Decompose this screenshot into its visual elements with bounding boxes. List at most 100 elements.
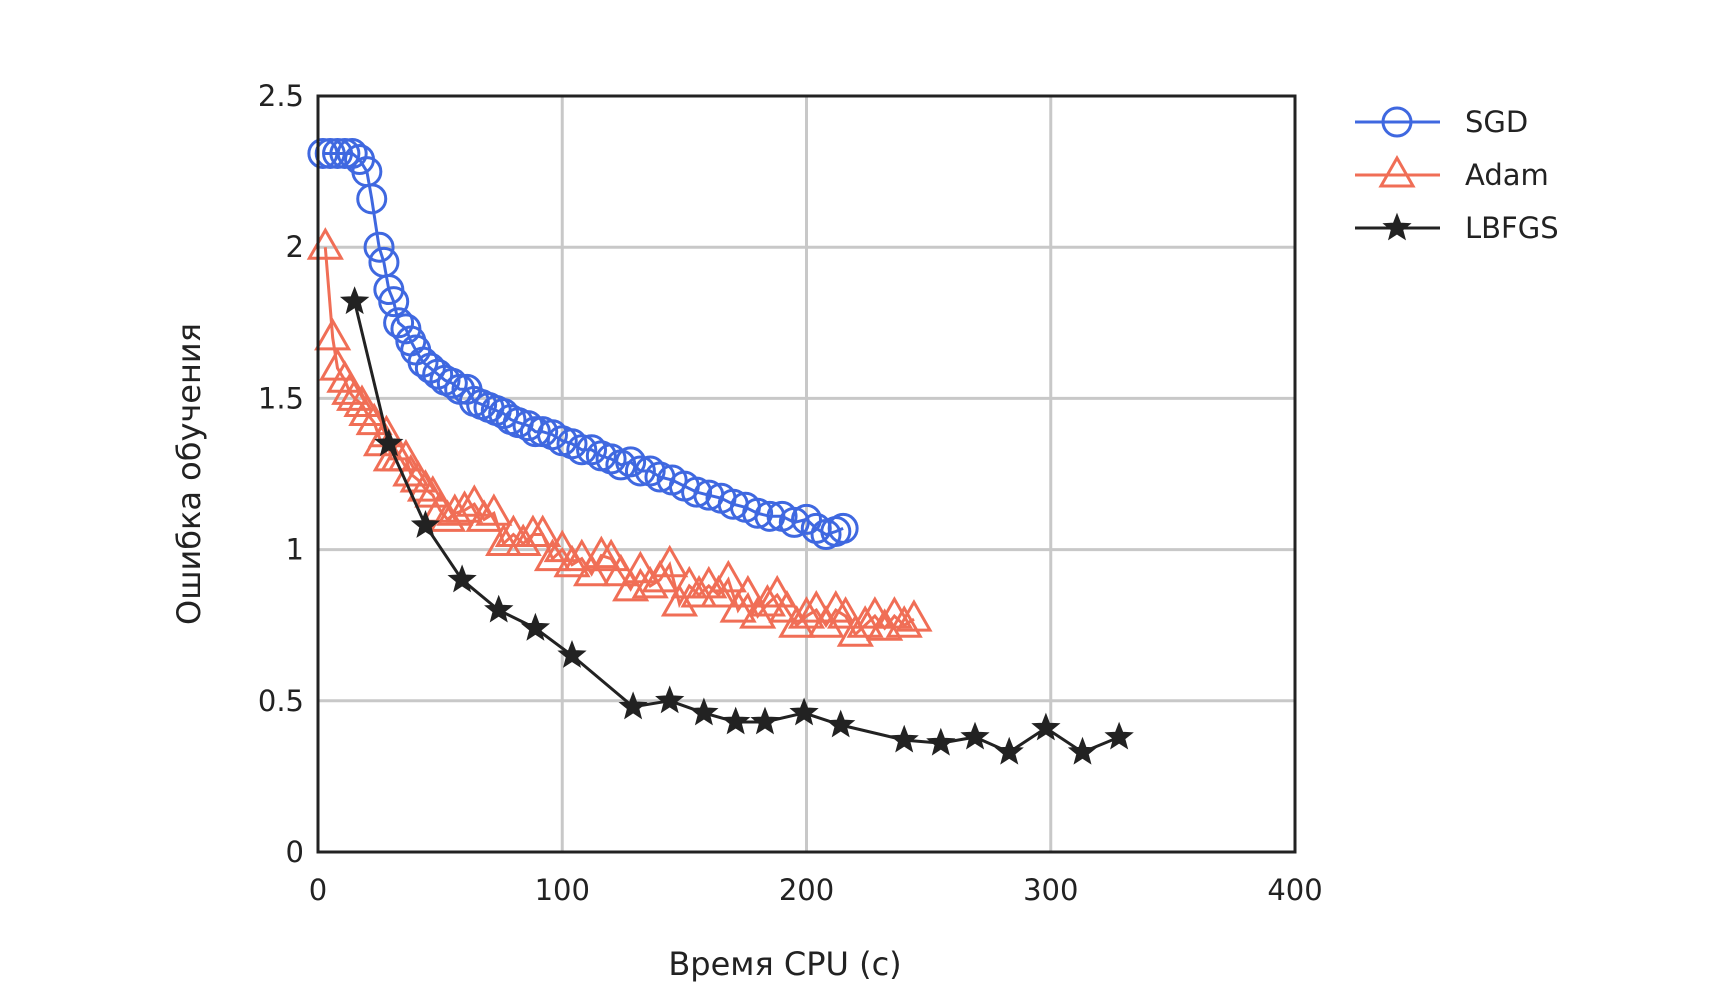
adam-data-point [787,596,826,629]
lbfgs-data-point [1031,712,1061,741]
sgd-data-point [778,506,810,538]
sgd-data-point [754,500,786,532]
legend-item-sgd: SGD [1355,105,1528,139]
adam-data-point [543,529,581,563]
y-tick-label: 1 [286,533,304,567]
adam-data-point [387,438,425,472]
legend-label-adam: Adam [1465,158,1549,192]
sgd-series [307,137,859,550]
adam-data-point [445,490,484,523]
lbfgs-data-point [339,286,370,315]
adam-data-point [563,538,601,572]
lbfgs-data-point [826,709,856,738]
adam-data-point [612,568,650,602]
adam-data-point [748,584,787,617]
legend-item-lbfgs: LBFGS [1355,211,1559,245]
grid [318,96,1295,852]
adam-data-point [885,605,923,638]
adam-data-point [680,574,718,608]
lbfgs-data-point [1067,736,1098,765]
adam-data-point [392,453,430,487]
adam-data-point [399,460,437,493]
adam-data-point [336,378,374,411]
adam-data-point [866,608,904,641]
adam-data-point [602,553,640,587]
legend-label-lbfgs: LBFGS [1465,211,1559,245]
sgd-data-point [436,367,468,399]
adam-data-point [1378,154,1416,188]
adam-data-point [465,499,503,532]
sgd-data-point [624,455,656,487]
adam-data-point [314,317,352,351]
sgd-data-point [1381,106,1413,138]
legend-item-adam: Adam [1355,154,1549,192]
x-tick-label: 400 [1267,873,1322,907]
x-tick-label: 200 [779,873,834,907]
adam-data-point [739,596,777,629]
adam-data-point [651,544,689,578]
sgd-data-point [615,446,647,478]
y-tick-label: 2.5 [258,79,304,113]
sgd-data-point [742,497,774,529]
lbfgs-data-point [447,564,477,593]
sgd-data-point [322,137,354,169]
sgd-data-point [356,183,388,215]
legend: SGD Adam LBFGS [1355,105,1559,245]
adam-data-point [582,535,620,569]
adam-data-point [326,360,364,393]
lbfgs-data-point [926,727,956,756]
y-tick-label: 1.5 [258,381,304,415]
x-tick-labels: 0 100 200 300 400 [309,873,1323,907]
lbfgs-data-point [750,706,780,735]
sgd-data-point [378,286,410,318]
adam-data-point [895,599,933,632]
sgd-data-point [566,434,598,466]
adam-data-point [836,614,874,647]
x-tick-label: 300 [1023,873,1078,907]
lbfgs-data-point [689,697,719,726]
sgd-data-point [363,231,395,263]
x-tick-label: 100 [535,873,590,907]
series-layer [306,137,1134,765]
lbfgs-data-point [618,691,648,720]
adam-data-point [631,565,669,599]
sgd-data-point [791,503,822,535]
adam-data-point [826,596,865,629]
adam-data-point [729,574,767,608]
y-axis-title: Ошибка обучения [170,323,208,625]
adam-data-point [797,590,835,623]
adam-data-point [621,550,659,584]
adam-series [306,227,933,647]
legend-label-sgd: SGD [1465,105,1528,139]
adam-data-point [758,574,796,608]
adam-data-point [348,393,386,427]
lbfgs-data-point [410,510,441,538]
lbfgs-data-point [889,724,919,753]
sgd-data-point [329,137,361,169]
adam-data-point [524,514,562,547]
lbfgs-series [339,286,1134,765]
lbfgs-data-point [1104,721,1134,750]
y-tick-label: 0.5 [258,684,304,718]
adam-data-point [709,559,747,593]
adam-data-point [553,544,591,578]
sgd-data-point [314,137,346,169]
lbfgs-data-point [374,428,404,457]
lbfgs-data-point [994,736,1024,765]
y-tick-label: 2 [286,230,304,264]
lbfgs-data-point [557,639,587,668]
adam-data-point [485,523,523,557]
adam-data-point [768,590,806,623]
lbfgs-data-point [520,612,551,641]
adam-data-point [846,605,884,638]
lbfgs-data-point [484,594,514,623]
adam-data-point [455,484,493,517]
y-tick-label: 0 [286,835,304,869]
sgd-data-point [827,512,859,544]
sgd-data-point [519,416,551,448]
lbfgs-data-point [1382,212,1412,241]
lbfgs-data-point [789,697,819,726]
sgd-data-point [681,476,713,508]
y-tick-labels: 0 0.5 1 1.5 2 2.5 [258,79,304,869]
